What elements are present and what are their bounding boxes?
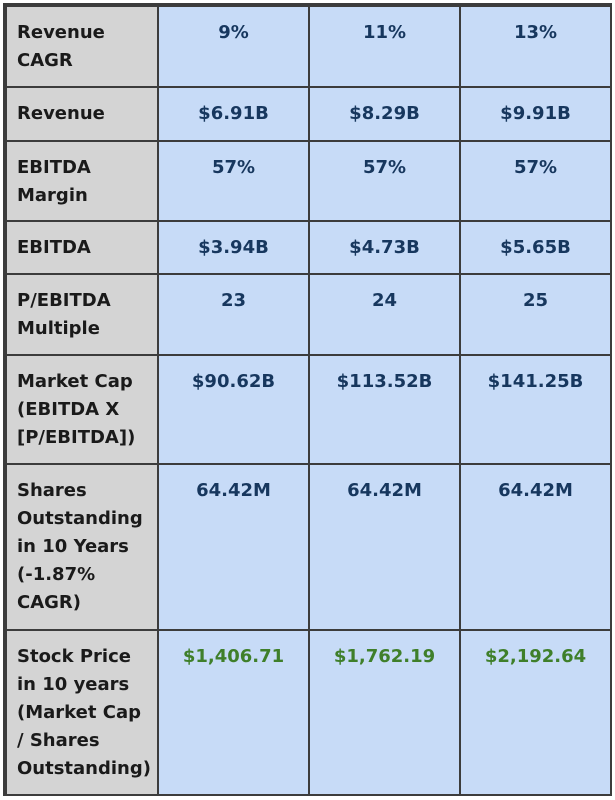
table-cell: 64.42M (308, 463, 461, 631)
table-cell: 64.42M (157, 463, 310, 631)
table-cell: $6.91B (157, 86, 310, 142)
table-cell: 57% (308, 140, 461, 222)
row-label: Revenue (5, 86, 159, 142)
table-cell: 25 (459, 273, 612, 356)
table-cell: $90.62B (157, 354, 310, 465)
table-row-revenue: Revenue $6.91B $8.29B $9.91B (5, 86, 612, 142)
table-cell-highlight: $2,192.64 (459, 629, 612, 796)
row-label: EBITDA (5, 220, 159, 275)
table-cell: 24 (308, 273, 461, 356)
table-cell: $3.94B (157, 220, 310, 275)
table-cell: 64.42M (459, 463, 612, 631)
table-cell: $8.29B (308, 86, 461, 142)
table-cell: $9.91B (459, 86, 612, 142)
row-label: P/EBITDA Multiple (5, 273, 159, 356)
row-label: Shares Outstanding in 10 Years (-1.87% C… (5, 463, 159, 631)
table-row-market-cap: Market Cap (EBITDA X [P/EBITDA]) $90.62B… (5, 354, 612, 465)
table-cell: $4.73B (308, 220, 461, 275)
projection-table-frame: Revenue CAGR 9% 11% 13% Revenue $6.91B $… (3, 3, 612, 796)
table-row-ebitda-margin: EBITDA Margin 57% 57% 57% (5, 140, 612, 222)
table-cell: 57% (157, 140, 310, 222)
table-cell: 11% (308, 5, 461, 88)
row-label: EBITDA Margin (5, 140, 159, 222)
row-label: Revenue CAGR (5, 5, 159, 88)
table-cell: 57% (459, 140, 612, 222)
table-cell: 13% (459, 5, 612, 88)
table-row-revenue-cagr: Revenue CAGR 9% 11% 13% (5, 5, 612, 88)
table-row-shares-outstanding: Shares Outstanding in 10 Years (-1.87% C… (5, 463, 612, 631)
table-row-ebitda: EBITDA $3.94B $4.73B $5.65B (5, 220, 612, 275)
row-label: Market Cap (EBITDA X [P/EBITDA]) (5, 354, 159, 465)
table-cell-highlight: $1,762.19 (308, 629, 461, 796)
row-label: Stock Price in 10 years (Market Cap / Sh… (5, 629, 159, 796)
table-cell: 23 (157, 273, 310, 356)
table-cell: $5.65B (459, 220, 612, 275)
table-cell: $113.52B (308, 354, 461, 465)
table-row-p-ebitda-multiple: P/EBITDA Multiple 23 24 25 (5, 273, 612, 356)
table-cell-highlight: $1,406.71 (157, 629, 310, 796)
table-row-stock-price: Stock Price in 10 years (Market Cap / Sh… (5, 629, 612, 796)
stock-projection-table: Revenue CAGR 9% 11% 13% Revenue $6.91B $… (5, 5, 612, 796)
table-cell: $141.25B (459, 354, 612, 465)
table-cell: 9% (157, 5, 310, 88)
